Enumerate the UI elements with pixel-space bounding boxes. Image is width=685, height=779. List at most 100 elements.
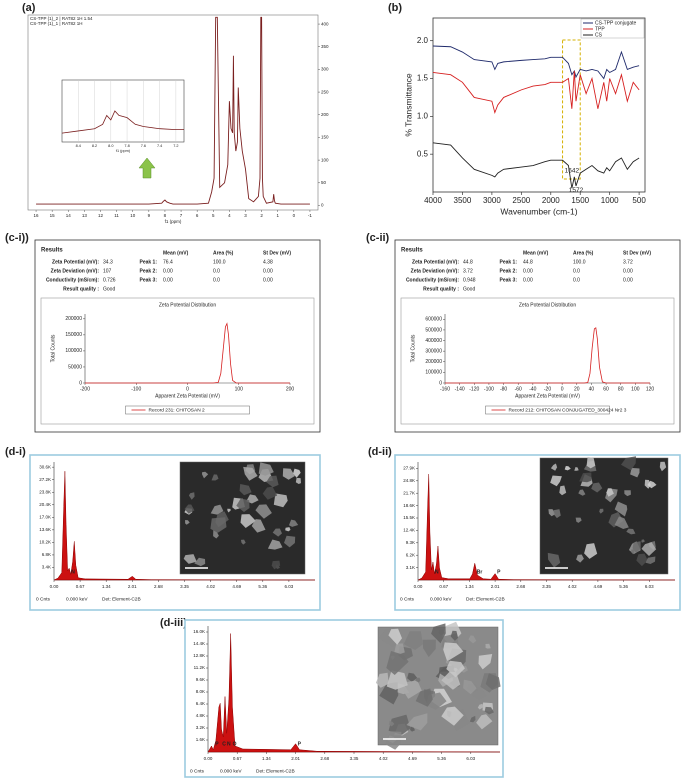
footer-text: Det: Element-C2B [466,596,505,602]
sem-particle [608,512,624,528]
sem-particle [446,660,465,678]
table-cell: 0.00 [163,277,173,283]
y-tick-label: 3.2K [196,725,205,730]
spectrum-area [417,473,676,581]
y-tick-label: 350 [321,44,329,49]
sem-particle [210,504,224,515]
x-tick-label: 0.00 [204,756,213,761]
x-tick-label: 6.03 [285,584,294,589]
y-tick-label: 3.4K [42,565,51,570]
table-cell: 0.0 [213,268,220,274]
x-tick-label: -1 [308,213,312,218]
sem-particle [386,651,409,675]
x-axis-label: Apparent Zeta Potential (mV) [155,393,220,399]
x-tick-label: 500 [632,196,646,205]
sem-particle [606,488,614,497]
chart-frame [400,297,675,425]
sem-particle [659,461,667,472]
sem-particle [255,504,272,519]
table-cell: 0.0 [573,277,580,283]
x-tick-label: 5.36 [437,756,446,761]
y-tick-label: 150000 [65,332,82,338]
x-tick-label: 2.68 [320,756,329,761]
x-tick-label: 0.67 [439,584,448,589]
result-label: Conductivity (mS/cm): [46,277,99,283]
sem-particle [210,517,227,533]
y-tick-label: 0 [79,380,82,386]
table-cell: 0.00 [523,277,533,283]
x-tick-label: 100 [631,386,640,392]
x-tick-label: 2.01 [128,584,137,589]
y-tick-label: 200 [321,112,329,117]
x-tick-label: 4 [228,213,231,218]
y-tick-label: 0 [439,380,442,386]
y-axis-label: Total Counts [410,334,416,362]
result-value: Good [463,286,475,292]
sem-particle [584,543,598,559]
result-value: 0.948 [463,277,476,283]
y-tick-label: 200000 [65,316,82,322]
sem-particle [575,517,582,523]
result-value: 44.8 [463,259,473,265]
sem-particle [422,639,436,658]
x-tick-label: 3500 [454,196,472,205]
sem-particle [579,472,592,483]
x-tick-label: 15 [50,213,56,218]
y-tick-label: 27.2K [39,477,51,482]
x-tick-label: 1 [276,213,279,218]
table-row-label: Peak 3: [499,277,517,283]
inset-x-tick-label: 8.0 [108,144,113,148]
peak-label: P [298,741,302,747]
sem-particle [591,482,603,493]
table-row-label: Peak 1: [139,259,157,265]
sem-particle [485,673,501,690]
annotation: 1572 [569,187,584,194]
y-tick-label: 20.4K [39,502,51,507]
y-tick-label: 1.0 [417,111,429,120]
peak-label: P [497,569,501,575]
x-tick-label: -100 [484,386,494,392]
panel-label: (d-iii) [160,617,187,629]
x-tick-label: -20 [544,386,551,392]
arrow [138,157,156,179]
legend-entry: Record 212: CHITOSAN CONJUGATED_300424 N… [509,407,627,413]
x-tick-label: 14 [66,213,72,218]
x-tick-label: 0.00 [50,584,59,589]
table-cell: 0.00 [623,277,633,283]
legend-entry: Record 231: CHITOSAN 2 [149,407,205,413]
y-tick-label: 100000 [425,370,442,376]
sem-particle [630,467,640,478]
y-tick-label: 16.0K [193,629,205,634]
sem-particle [251,519,266,533]
y-tick-label: 300 [321,67,329,72]
y-axis-label: % Transmittance [403,73,413,137]
x-axis-label: f1 (ppm) [165,219,182,224]
x-tick-label: 2.01 [291,756,300,761]
legend-entry: CS [595,32,603,38]
y-tick-label: 150 [321,135,329,140]
table-cell: 3.72 [623,259,633,265]
inset-x-tick-label: 8.4 [76,144,81,148]
sem-particle [386,670,408,690]
highlight-box [562,39,581,180]
sem-particle [403,680,422,699]
sem-particle [388,628,402,645]
result-label: Zeta Potential (mV): [412,259,459,265]
peak-label: Br [477,569,483,575]
sem-particle [477,703,484,710]
y-tick-label: 500000 [425,327,442,333]
y-tick-label: 9.3K [406,540,415,545]
sem-particle [388,720,395,727]
panel-label: (b) [388,2,402,14]
x-tick-label: 1.34 [262,756,271,761]
table-cell: 100.0 [573,259,586,265]
sem-particle [211,474,219,481]
y-tick-label: 50 [321,180,327,185]
y-tick-label: 8.0K [196,689,205,694]
footer-text: 0 Cnts [36,596,50,602]
inset-x-tick-label: 8.2 [92,144,97,148]
x-tick-label: 2 [260,213,263,218]
x-tick-label: 1500 [571,196,589,205]
sem-particle [293,468,301,478]
x-tick-label: 5.36 [619,584,628,589]
